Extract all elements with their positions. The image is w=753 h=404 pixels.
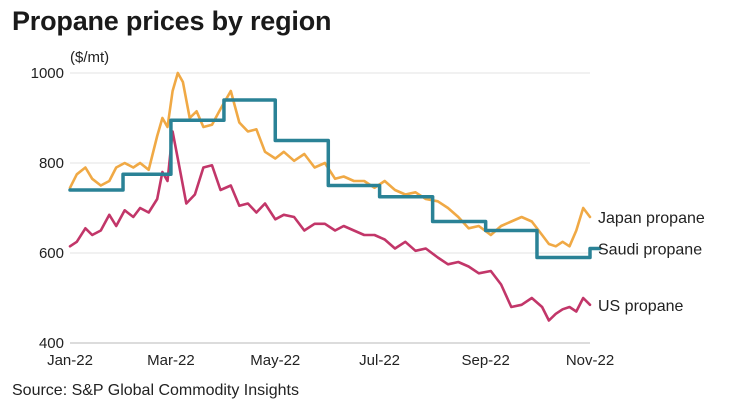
y-tick-labels: 400 600 800 1000 bbox=[31, 65, 64, 352]
series-label-japan: Japan propane bbox=[598, 210, 705, 227]
chart-title: Propane prices by region bbox=[12, 6, 332, 36]
y-tick-800: 800 bbox=[39, 155, 64, 172]
series-label-saudi: Saudi propane bbox=[598, 242, 702, 259]
x-tick-jul-22: Jul-22 bbox=[359, 352, 400, 369]
x-tick-nov-22: Nov-22 bbox=[566, 352, 614, 369]
x-tick-may-22: May-22 bbox=[250, 352, 300, 369]
x-tick-labels: Jan-22 Mar-22 May-22 Jul-22 Sep-22 Nov-22 bbox=[47, 352, 614, 369]
series-label-us: US propane bbox=[598, 298, 683, 315]
series-lines bbox=[68, 71, 602, 322]
gridlines bbox=[70, 72, 590, 344]
series-line-saudi bbox=[68, 98, 602, 260]
y-tick-400: 400 bbox=[39, 335, 64, 352]
y-unit-label: ($/mt) bbox=[70, 49, 109, 66]
series-line-japan bbox=[68, 71, 592, 248]
x-tick-sep-22: Sep-22 bbox=[461, 352, 509, 369]
y-tick-1000: 1000 bbox=[31, 65, 64, 82]
x-tick-mar-22: Mar-22 bbox=[147, 352, 195, 369]
x-tick-jan-22: Jan-22 bbox=[47, 352, 93, 369]
y-tick-600: 600 bbox=[39, 245, 64, 262]
source-note: Source: S&P Global Commodity Insights bbox=[12, 382, 299, 399]
series-line-us bbox=[68, 130, 592, 322]
